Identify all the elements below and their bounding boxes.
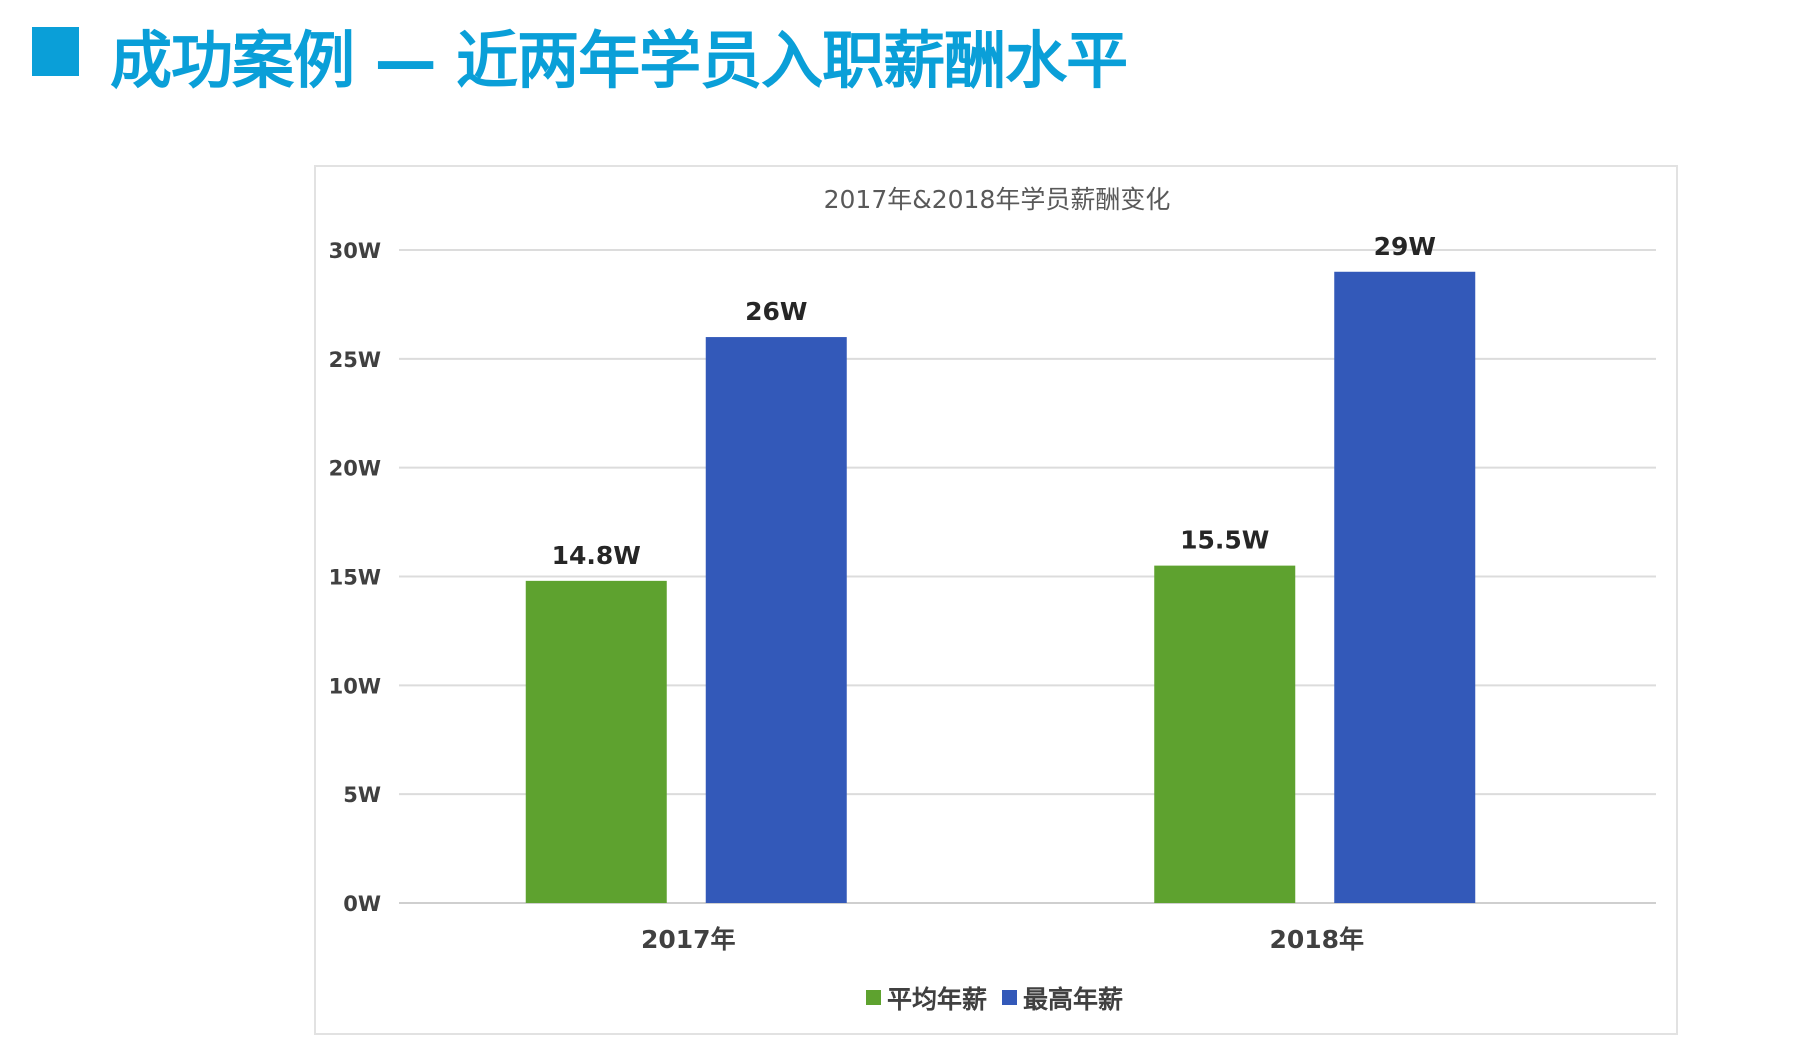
chart-frame (314, 165, 1678, 1035)
bar-max-0 (705, 337, 847, 904)
y-tick-label: 10W (329, 674, 381, 698)
y-tick-label: 30W (329, 239, 381, 263)
y-tick-label: 20W (329, 457, 381, 481)
data-label: 15.5W (1180, 526, 1269, 555)
x-tick-label: 2017年 (641, 925, 736, 954)
page-title: 成功案例 — 近两年学员入职薪酬水平 (110, 24, 1128, 97)
legend-swatch (866, 990, 881, 1005)
data-label: 29W (1374, 232, 1436, 261)
legend-label: 平均年薪 (887, 985, 987, 1014)
x-tick-label: 2018年 (1269, 925, 1364, 954)
y-tick-label: 5W (343, 783, 381, 807)
legend-swatch (1002, 990, 1017, 1005)
bar-avg-0 (525, 580, 667, 903)
y-tick-label: 15W (329, 566, 381, 590)
bar-avg-1 (1154, 565, 1296, 903)
title-square-marker (32, 27, 79, 76)
data-label: 14.8W (552, 541, 641, 570)
bar-max-1 (1334, 271, 1476, 903)
y-tick-label: 0W (343, 892, 381, 916)
chart-title: 2017年&2018年学员薪酬变化 (824, 185, 1171, 214)
y-tick-label: 25W (329, 348, 381, 372)
data-label: 26W (745, 297, 807, 326)
legend-label: 最高年薪 (1023, 985, 1123, 1014)
